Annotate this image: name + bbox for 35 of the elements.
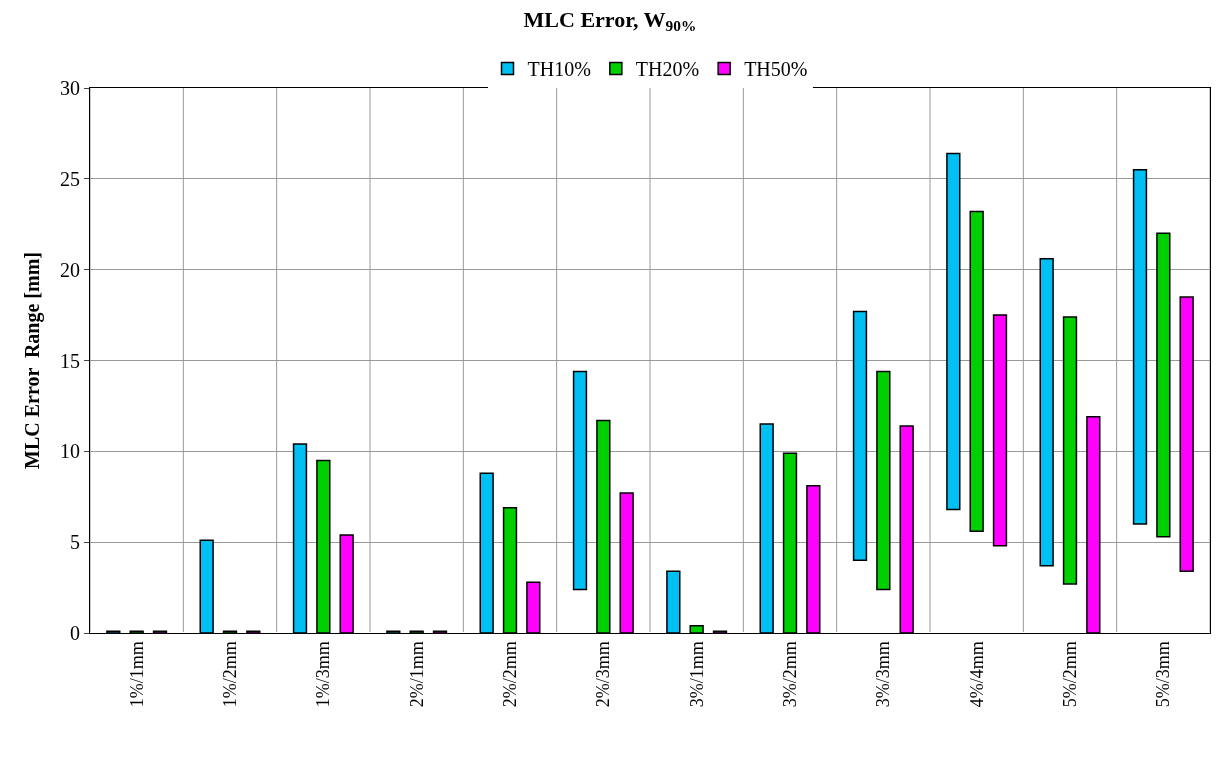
- bar: [969, 210, 984, 533]
- bar: [1062, 316, 1078, 585]
- x-tick-label: 1%/3mm: [313, 641, 334, 708]
- x-tick-label: 1%/2mm: [219, 641, 240, 708]
- bar: [1179, 296, 1194, 572]
- x-tick-label: 3%/3mm: [873, 641, 894, 708]
- x-tick-label: 4%/4mm: [966, 641, 987, 708]
- bar: [1132, 169, 1148, 525]
- x-tick-label: 5%/2mm: [1059, 641, 1080, 708]
- x-tick-label: 2%/1mm: [406, 641, 427, 708]
- x-tick-label: 3%/1mm: [686, 641, 707, 708]
- x-tick-label: 2%/3mm: [593, 641, 614, 708]
- y-tick-label: 25: [60, 167, 80, 190]
- bar: [946, 152, 961, 511]
- x-tick-label: 2%/2mm: [499, 641, 520, 708]
- bar: [1156, 232, 1171, 538]
- y-tick-label: 5: [70, 531, 80, 554]
- legend-label: TH50%: [744, 58, 808, 81]
- chart-title: MLC Error, W$_{90%}$: [523, 6, 697, 35]
- legend-label: TH20%: [635, 58, 700, 81]
- y-tick-label: 20: [60, 258, 80, 281]
- bar: [876, 370, 891, 591]
- bar: [1039, 258, 1054, 567]
- x-tick-label: 1%/1mm: [126, 641, 147, 708]
- legend-label: TH10%: [527, 58, 591, 81]
- bar: [992, 314, 1008, 547]
- y-tick-label: 10: [60, 440, 80, 463]
- x-tick-label: 3%/2mm: [779, 641, 800, 708]
- y-tick-label: 30: [60, 77, 80, 99]
- bar: [572, 370, 588, 591]
- y-tick-label: 0: [70, 622, 80, 644]
- x-tick-label: 5%/3mm: [1153, 641, 1174, 708]
- bar: [852, 310, 868, 562]
- y-axis-title: MLC Error Range [mm]: [20, 252, 44, 469]
- y-tick-label: 15: [60, 349, 80, 372]
